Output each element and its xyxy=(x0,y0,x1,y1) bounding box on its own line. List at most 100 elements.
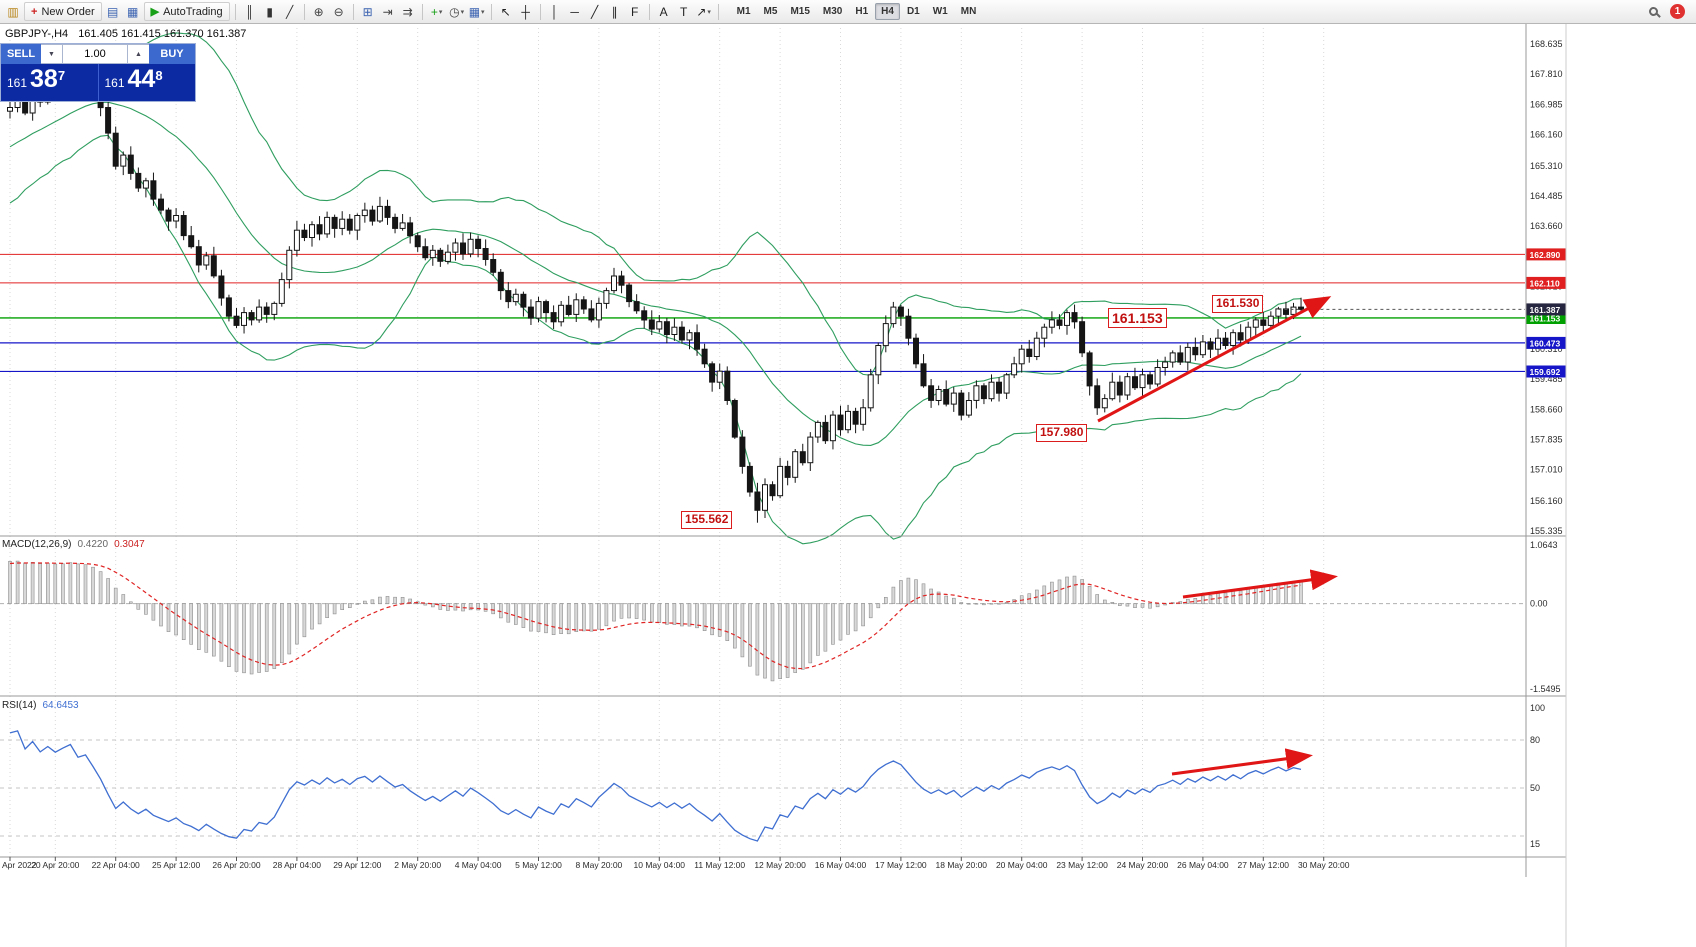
volume-up-button[interactable]: ▲ xyxy=(128,44,149,64)
candle-body xyxy=(339,218,346,229)
candle-body xyxy=(1071,312,1078,323)
candle-body xyxy=(158,198,164,211)
timeframe-m5[interactable]: M5 xyxy=(763,6,778,17)
candle-body xyxy=(814,421,821,438)
price-annotation[interactable]: 161.530 xyxy=(1212,295,1264,313)
timeframe-h4[interactable]: H4 xyxy=(875,3,900,20)
crosshair-icon[interactable]: ┼ xyxy=(521,4,530,19)
candle-body xyxy=(248,312,255,321)
text-label-icon[interactable]: T xyxy=(679,4,688,19)
market-watch-icon[interactable]: ▤ xyxy=(106,4,119,19)
timeframe-mn[interactable]: MN xyxy=(960,6,977,17)
periods-icon[interactable]: ◷ ▾ xyxy=(447,2,467,21)
autotrading-button[interactable]: ▶ AutoTrading xyxy=(143,2,230,21)
macd-histogram-bar xyxy=(15,560,20,604)
price-tick: 166.985 xyxy=(1530,99,1563,109)
candle-body xyxy=(716,370,723,383)
macd-histogram-bar xyxy=(702,603,707,631)
candle-body xyxy=(943,389,950,405)
trend-arrow[interactable] xyxy=(1182,569,1338,599)
templates-icon[interactable]: ▦ ▾ xyxy=(467,2,487,21)
candlestick-chart-icon[interactable]: ▮ xyxy=(266,4,273,19)
buy-price[interactable]: 161 44 8 xyxy=(97,64,196,101)
macd-histogram-bar xyxy=(1118,603,1122,606)
macd-histogram-bar xyxy=(513,603,518,625)
chart-shift-icon[interactable]: ⇉ xyxy=(402,4,413,19)
macd-histogram-bar xyxy=(725,603,730,641)
macd-histogram-bar xyxy=(816,603,820,656)
timeframe-m1[interactable]: M1 xyxy=(736,6,751,17)
macd-histogram-bar xyxy=(1223,592,1228,604)
sell-button[interactable]: SELL xyxy=(1,44,41,64)
auto-scroll-icon[interactable]: ⇥ xyxy=(382,4,393,19)
price-axis[interactable]: 168.635 167.810 166.985 166.160 165.310 164.4… xyxy=(1526,39,1566,849)
timeframe-d1[interactable]: D1 xyxy=(906,6,920,17)
timeframe-m30[interactable]: M30 xyxy=(822,6,843,17)
macd-histogram-bar xyxy=(536,603,541,632)
fibonacci-icon[interactable]: F xyxy=(630,4,639,19)
timeframe-w1[interactable]: W1 xyxy=(932,6,948,17)
horizontal-line-icon[interactable]: ─ xyxy=(570,4,579,19)
time-axis-label: 27 May 12:00 xyxy=(1238,860,1290,870)
candle-body xyxy=(1207,341,1214,350)
timeframe-h1[interactable]: H1 xyxy=(855,6,869,17)
candle-body xyxy=(460,242,466,255)
volume-down-button[interactable]: ▼ xyxy=(41,44,62,64)
candle-body xyxy=(1116,381,1123,396)
sell-price[interactable]: 161 38 7 xyxy=(7,65,66,93)
vertical-line-icon[interactable]: │ xyxy=(550,4,559,19)
zoom-in-icon[interactable]: ⊕ xyxy=(313,4,324,19)
price-annotation[interactable]: 157.980 xyxy=(1036,424,1088,442)
candle-body xyxy=(429,249,436,259)
cursor-icon[interactable]: ↖ xyxy=(500,4,511,19)
text-icon[interactable]: A xyxy=(659,4,668,19)
volume-input[interactable] xyxy=(62,44,128,64)
macd-histogram-bar xyxy=(680,603,684,627)
macd-histogram-bar xyxy=(476,603,480,611)
candle-body xyxy=(769,484,776,497)
candle-body xyxy=(271,302,278,315)
notification-badge[interactable]: 1 xyxy=(1670,4,1685,19)
candle-body xyxy=(407,222,414,237)
bar-chart-icon[interactable]: ║ xyxy=(245,4,254,19)
candle-body xyxy=(376,205,383,222)
rsi-tick: 50 xyxy=(1530,783,1540,793)
trend-arrows[interactable] xyxy=(1097,296,1338,776)
candle-body xyxy=(1147,374,1153,385)
chart-app-icon[interactable]: ▥ xyxy=(7,4,19,19)
trend-arrow[interactable] xyxy=(1097,296,1332,423)
data-window-icon[interactable]: ▦ xyxy=(126,4,139,19)
new-order-button[interactable]: + New Order xyxy=(24,2,102,21)
tile-windows-icon[interactable]: ⊞ xyxy=(362,4,373,19)
price-annotation[interactable]: 161.153 xyxy=(1108,308,1167,329)
macd-histogram-bar xyxy=(166,603,171,632)
macd-signal-line xyxy=(9,562,1302,670)
candle-body xyxy=(346,218,353,231)
time-axis-label: Apr 2022 xyxy=(2,860,37,870)
trend-arrow[interactable] xyxy=(1171,748,1313,776)
macd-histogram-bar xyxy=(136,603,141,610)
equidistant-channel-icon[interactable]: ∥ xyxy=(611,4,618,19)
trendline-icon[interactable]: ╱ xyxy=(591,4,599,19)
indicators-add-icon[interactable]: + ▾ xyxy=(427,2,447,21)
macd-histogram-bar xyxy=(763,603,767,679)
rsi-indicator-label: RSI(14) 64.6453 xyxy=(2,700,79,711)
candle-body xyxy=(384,205,391,218)
candle-body xyxy=(1275,308,1282,317)
search-icon[interactable] xyxy=(1649,7,1658,16)
candle-body xyxy=(1169,352,1176,363)
buy-button[interactable]: BUY xyxy=(149,44,195,64)
candle-body xyxy=(1290,306,1297,315)
zoom-out-icon[interactable]: ⊖ xyxy=(333,4,344,19)
autotrading-button-icon: ▶ xyxy=(150,6,160,18)
timeframe-m15[interactable]: M15 xyxy=(790,6,810,17)
candle-body xyxy=(127,154,134,174)
arrows-icon[interactable]: ↗ ▾ xyxy=(694,2,714,21)
candle-body xyxy=(626,284,633,303)
macd-histogram-bar xyxy=(68,562,73,604)
price-annotation[interactable]: 155.562 xyxy=(681,511,733,529)
line-chart-icon[interactable]: ╱ xyxy=(286,4,294,19)
candle-body xyxy=(497,271,504,292)
